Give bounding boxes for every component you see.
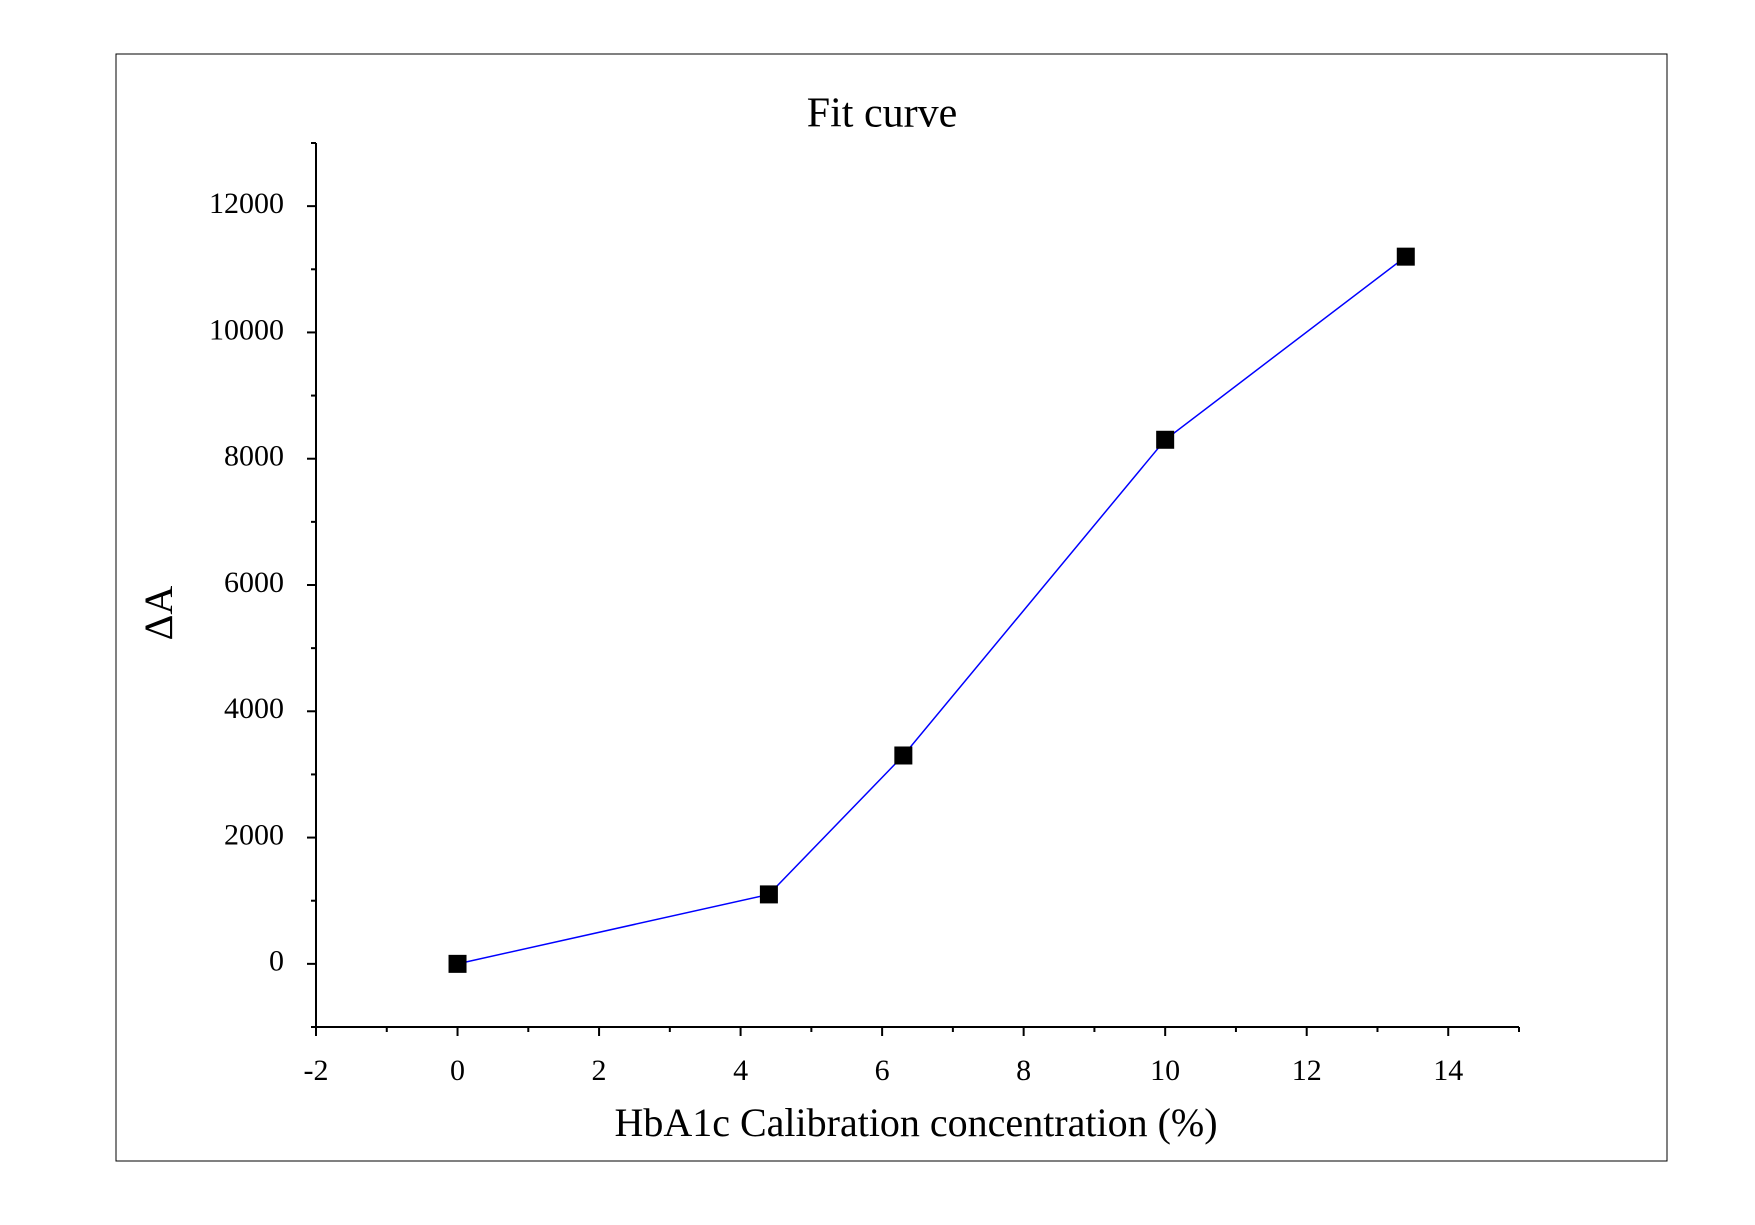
chart-title: Fit curve bbox=[807, 91, 957, 137]
x-tick-label: 4 bbox=[733, 1054, 748, 1087]
y-tick-label: 6000 bbox=[224, 566, 284, 599]
frame bbox=[115, 53, 1668, 1162]
y-tick-label: 12000 bbox=[209, 187, 284, 220]
data-point bbox=[759, 885, 778, 904]
y-tick-label: 10000 bbox=[209, 313, 284, 346]
y-tick-label: 4000 bbox=[224, 692, 284, 725]
y-tick-label: 0 bbox=[269, 945, 284, 978]
x-tick-label: 8 bbox=[1016, 1054, 1031, 1087]
x-tick-label: 2 bbox=[592, 1054, 607, 1087]
y-tick-label: 8000 bbox=[224, 440, 284, 473]
data-point bbox=[894, 746, 913, 765]
x-tick-label: 14 bbox=[1433, 1054, 1463, 1087]
y-axis-label: ΔA bbox=[136, 586, 181, 641]
x-tick-label: 12 bbox=[1292, 1054, 1322, 1087]
data-point bbox=[1156, 430, 1175, 449]
x-tick-label: 10 bbox=[1150, 1054, 1180, 1087]
y-tick-label: 2000 bbox=[224, 818, 284, 851]
series-line bbox=[457, 256, 1407, 965]
x-tick-label: -2 bbox=[304, 1054, 329, 1087]
x-axis-label: HbA1c Calibration concentration (%) bbox=[614, 1100, 1217, 1145]
x-tick-label: 0 bbox=[450, 1054, 465, 1087]
x-tick-label: 6 bbox=[875, 1054, 890, 1087]
data-point bbox=[448, 954, 467, 973]
data-point bbox=[1396, 247, 1415, 266]
